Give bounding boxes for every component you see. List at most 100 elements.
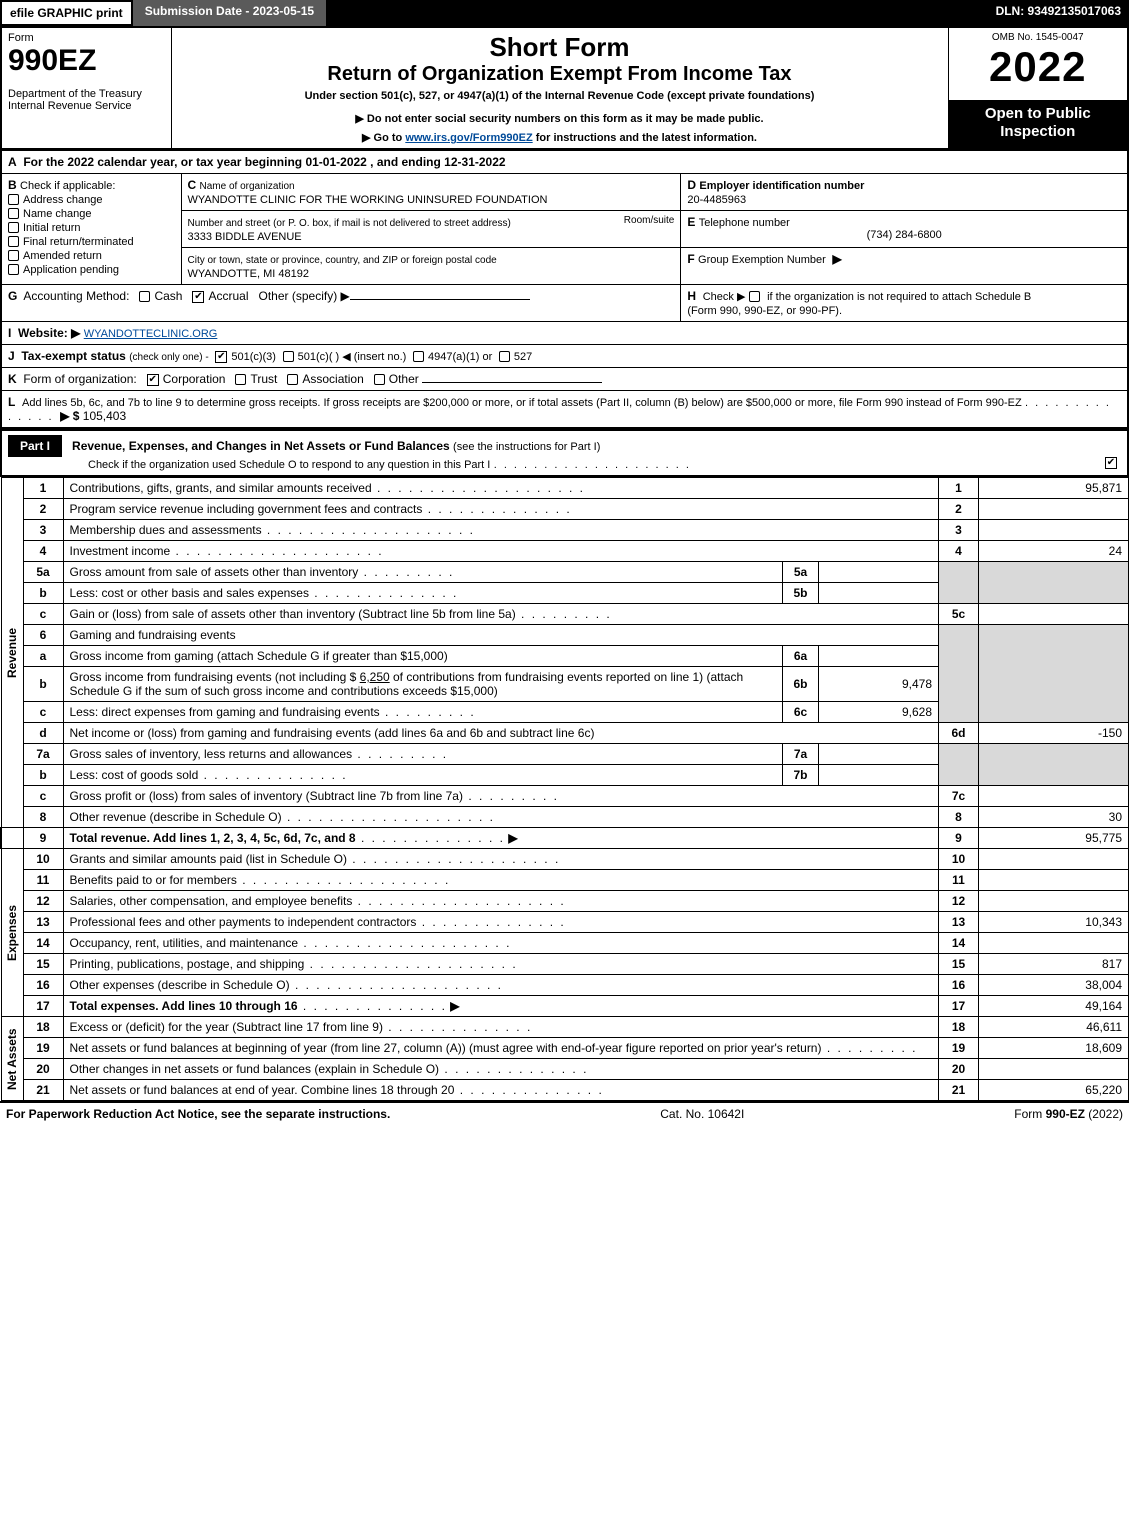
rlab-20: 20 bbox=[939, 1059, 979, 1080]
dots-4 bbox=[170, 544, 383, 558]
chk-cash[interactable] bbox=[139, 291, 150, 302]
dots-5b bbox=[309, 586, 458, 600]
lno-18: 18 bbox=[23, 1017, 63, 1038]
chk-527[interactable] bbox=[499, 351, 510, 362]
city-value: WYANDOTTE, MI 48192 bbox=[188, 268, 309, 280]
goto-pre: ▶ Go to bbox=[362, 132, 405, 144]
phone-value: (734) 284-6800 bbox=[687, 229, 1121, 241]
lno-21: 21 bbox=[23, 1080, 63, 1101]
lno-11: 11 bbox=[23, 870, 63, 891]
goto-post: for instructions and the latest informat… bbox=[533, 132, 757, 144]
footer-mid: Cat. No. 10642I bbox=[660, 1107, 744, 1121]
chk-initial-return[interactable] bbox=[8, 222, 19, 233]
lno-20: 20 bbox=[23, 1059, 63, 1080]
shade-6 bbox=[939, 625, 979, 723]
rval-19: 18,609 bbox=[979, 1038, 1129, 1059]
lno-1: 1 bbox=[23, 478, 63, 499]
d-6c: Less: direct expenses from gaming and fu… bbox=[70, 705, 380, 719]
g-accrual: Accrual bbox=[208, 289, 248, 303]
j-note: (check only one) - bbox=[129, 352, 208, 363]
dots-14 bbox=[298, 936, 511, 950]
d-9: Total revenue. Add lines 1, 2, 3, 4, 5c,… bbox=[70, 831, 356, 845]
chk-trust[interactable] bbox=[235, 374, 246, 385]
section-c-city: City or town, state or province, country… bbox=[181, 248, 681, 285]
irs-link[interactable]: www.irs.gov/Form990EZ bbox=[405, 132, 532, 144]
dots-9 bbox=[356, 831, 505, 845]
d-7a: Gross sales of inventory, less returns a… bbox=[70, 747, 353, 761]
chk-501c3[interactable]: ✔ bbox=[215, 351, 227, 363]
h-pre: Check ▶ bbox=[703, 291, 746, 303]
chk-final-return[interactable] bbox=[8, 236, 19, 247]
section-i: I Website: ▶ WYANDOTTECLINIC.ORG bbox=[1, 322, 1128, 345]
lno-19: 19 bbox=[23, 1038, 63, 1059]
lno-15: 15 bbox=[23, 954, 63, 975]
rlab-14: 14 bbox=[939, 933, 979, 954]
rval-17: 49,164 bbox=[979, 996, 1129, 1017]
lno-3: 3 bbox=[23, 520, 63, 541]
title-return: Return of Organization Exempt From Incom… bbox=[178, 63, 942, 86]
subval-7a bbox=[819, 744, 939, 765]
note-goto: ▶ Go to www.irs.gov/Form990EZ for instru… bbox=[178, 131, 942, 144]
rval-2 bbox=[979, 499, 1129, 520]
d-17: Total expenses. Add lines 10 through 16 bbox=[70, 999, 298, 1013]
section-k: K Form of organization: ✔Corporation Tru… bbox=[1, 368, 1128, 391]
open-to-public: Open to Public Inspection bbox=[948, 100, 1128, 149]
j-o2: 501(c)( ) ◀ (insert no.) bbox=[298, 351, 407, 363]
d-6b-1: Gross income from fundraising events (no… bbox=[70, 670, 360, 684]
d-2: Program service revenue including govern… bbox=[70, 502, 423, 516]
rval-10 bbox=[979, 849, 1129, 870]
lno-5a: 5a bbox=[23, 562, 63, 583]
chk-h[interactable] bbox=[749, 291, 760, 302]
form-header: Form 990EZ Department of the Treasury In… bbox=[0, 26, 1129, 150]
b-title: Check if applicable: bbox=[20, 180, 115, 192]
chk-address-change[interactable] bbox=[8, 194, 19, 205]
rval-9: 95,775 bbox=[979, 828, 1129, 849]
chk-schedule-o[interactable]: ✔ bbox=[1105, 457, 1117, 469]
lno-14: 14 bbox=[23, 933, 63, 954]
efile-print-label[interactable]: efile GRAPHIC print bbox=[0, 0, 133, 26]
k-o1: Corporation bbox=[163, 372, 226, 386]
chk-corp[interactable]: ✔ bbox=[147, 374, 159, 386]
lno-9: 9 bbox=[23, 828, 63, 849]
dots-5c bbox=[516, 607, 612, 621]
chk-name-change[interactable] bbox=[8, 208, 19, 219]
sublab-5b: 5b bbox=[783, 583, 819, 604]
rval-3 bbox=[979, 520, 1129, 541]
d-12: Salaries, other compensation, and employ… bbox=[70, 894, 353, 908]
d-5c: Gain or (loss) from sale of assets other… bbox=[70, 607, 516, 621]
chk-application-pending[interactable] bbox=[8, 264, 19, 275]
chk-assoc[interactable] bbox=[287, 374, 298, 385]
lno-6b: b bbox=[23, 667, 63, 702]
part1-dots bbox=[494, 459, 691, 471]
dots-3 bbox=[262, 523, 475, 537]
rlab-16: 16 bbox=[939, 975, 979, 996]
chk-4947[interactable] bbox=[413, 351, 424, 362]
org-name: WYANDOTTE CLINIC FOR THE WORKING UNINSUR… bbox=[188, 194, 548, 206]
chk-accrual[interactable]: ✔ bbox=[192, 291, 204, 303]
dots-16 bbox=[290, 978, 503, 992]
sublab-6b: 6b bbox=[783, 667, 819, 702]
chk-other-org[interactable] bbox=[374, 374, 385, 385]
d-title: Employer identification number bbox=[699, 180, 864, 192]
d-6: Gaming and fundraising events bbox=[70, 628, 236, 642]
dots-2 bbox=[422, 502, 571, 516]
shade-5v bbox=[979, 562, 1129, 604]
lno-6a: a bbox=[23, 646, 63, 667]
k-other-fill[interactable] bbox=[422, 382, 602, 383]
rval-8: 30 bbox=[979, 807, 1129, 828]
rval-21: 65,220 bbox=[979, 1080, 1129, 1101]
g-other: Other (specify) ▶ bbox=[259, 289, 350, 303]
g-other-fill[interactable] bbox=[350, 299, 530, 300]
subval-6b: 9,478 bbox=[819, 667, 939, 702]
website-link[interactable]: WYANDOTTECLINIC.ORG bbox=[84, 328, 218, 340]
chk-amended-return[interactable] bbox=[8, 250, 19, 261]
j-o3: 4947(a)(1) or bbox=[428, 351, 492, 363]
lno-13: 13 bbox=[23, 912, 63, 933]
i-title: Website: ▶ bbox=[18, 326, 80, 340]
rval-11 bbox=[979, 870, 1129, 891]
dots-19 bbox=[821, 1041, 917, 1055]
lno-12: 12 bbox=[23, 891, 63, 912]
chk-501c[interactable] bbox=[283, 351, 294, 362]
rval-16: 38,004 bbox=[979, 975, 1129, 996]
dots-18 bbox=[383, 1020, 532, 1034]
